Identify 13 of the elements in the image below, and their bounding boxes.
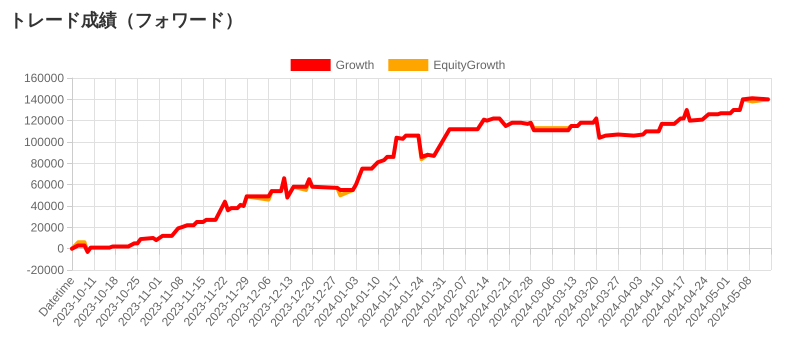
chart-title: トレード成績（フォワード）: [9, 10, 243, 30]
y-tick-label: 120000: [24, 114, 64, 128]
y-tick-label: 160000: [24, 71, 64, 85]
y-tick-label: -20000: [26, 263, 64, 277]
legend-label: Growth: [336, 58, 374, 72]
y-tick-label: 40000: [30, 199, 64, 213]
y-tick-label: 20000: [30, 220, 64, 234]
y-tick-label: 60000: [30, 178, 64, 192]
y-tick-label: 140000: [24, 92, 64, 106]
legend-label: EquityGrowth: [433, 58, 506, 72]
y-tick-label: 80000: [30, 156, 64, 170]
y-tick-label: 100000: [24, 135, 64, 149]
y-tick-label: 0: [57, 242, 64, 256]
